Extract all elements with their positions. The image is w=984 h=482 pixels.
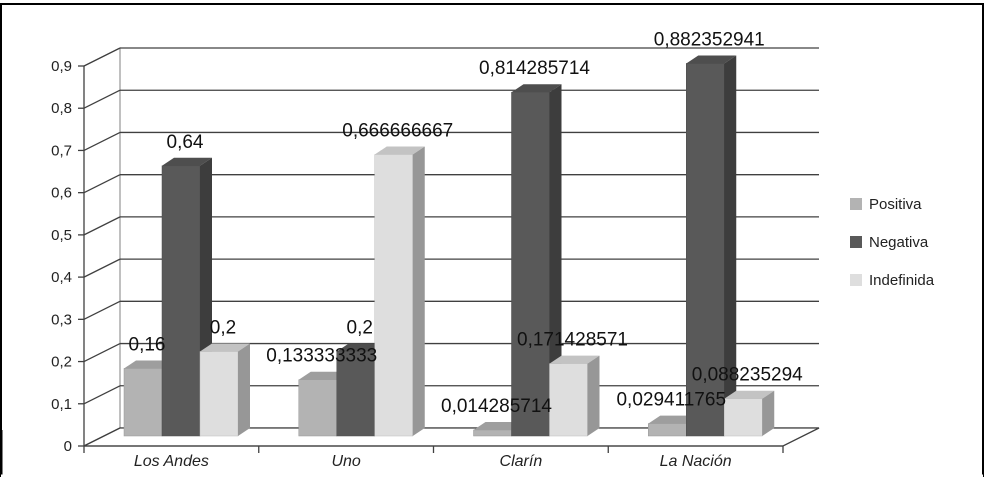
bar-indefinida-1 [374, 146, 425, 437]
legend-label: Negativa [869, 234, 929, 251]
y-tick-label: 0,8 [51, 100, 72, 117]
bar-top [648, 415, 699, 424]
gridline-side [83, 300, 121, 320]
bar-side [587, 355, 600, 436]
bar-top [374, 146, 425, 155]
bar-front [336, 351, 375, 437]
bar-front [199, 351, 239, 437]
y-tick-label: 0,2 [51, 354, 72, 371]
bar-negativa-3 [686, 55, 737, 437]
side-wall [83, 47, 121, 447]
bar-front [161, 165, 201, 437]
y-tick-label: 0,4 [51, 269, 72, 286]
y-tick-label: 0,6 [51, 185, 72, 202]
y-tick-label: 0,5 [51, 227, 72, 244]
x-tick-label: Los Andes [134, 453, 209, 470]
legend-item-negativa[interactable]: Negativa [850, 234, 929, 251]
bar-side [762, 390, 775, 436]
x-tick-label: Uno [331, 453, 360, 470]
bar-side [549, 84, 562, 436]
bar-top [200, 343, 250, 352]
bar-indefinida-3 [724, 390, 775, 437]
legend-label: Indefinida [869, 272, 935, 289]
y-tick-label: 0 [64, 438, 72, 455]
x-axis: Los Andes Uno Clarín La Nación [83, 445, 784, 470]
legend-label: Positiva [869, 196, 922, 213]
legend-swatch [850, 274, 862, 286]
bar-top [686, 55, 737, 64]
bar-indefinida-0 [199, 343, 250, 437]
legend-swatch [850, 236, 862, 248]
y-axis: 0 0,1 0,2 0,3 0,4 0,5 0,6 0,7 0,8 0,9 [51, 58, 85, 455]
plot-walls [83, 47, 819, 447]
bar-negativa-2 [511, 84, 562, 437]
bar-side [724, 55, 737, 436]
legend-item-indefinida[interactable]: Indefinida [850, 272, 935, 289]
data-label: 0,64 [167, 132, 204, 153]
bar-front [374, 154, 413, 437]
bar-top [549, 355, 600, 364]
y-tick-label: 0,9 [51, 58, 72, 75]
gridline-side [83, 342, 121, 363]
legend-swatch [850, 198, 862, 210]
bar-front [473, 429, 512, 437]
gridline-side [83, 47, 121, 67]
bar-top [473, 421, 524, 430]
data-label: 0,133333333 [266, 346, 377, 367]
data-label: 0,014285714 [441, 396, 552, 417]
gridline-side [83, 174, 121, 194]
legend-item-positiva[interactable]: Positiva [850, 196, 922, 213]
bar-top [162, 157, 212, 166]
data-label: 0,2 [347, 318, 373, 339]
gridline-side [83, 131, 121, 152]
gridline-side [83, 216, 121, 236]
data-label: 0,2 [210, 318, 236, 339]
y-tick-label: 0,1 [51, 396, 72, 413]
legend[interactable]: Positiva Negativa Indefinida [850, 196, 935, 289]
bar-front [686, 63, 725, 437]
data-label: 0,882352941 [654, 29, 765, 50]
bar-side [412, 146, 425, 436]
y-tick-label: 0,3 [51, 311, 72, 328]
bar-front [123, 368, 163, 437]
bar-front [648, 423, 687, 437]
bar-top [124, 360, 174, 369]
bar-front [298, 379, 337, 437]
data-label: 0,088235294 [692, 365, 803, 386]
data-labels: 0,16 0,64 0,2 0,133333333 0,2 0,666666667 0,01… [129, 29, 804, 417]
gridline-side [83, 385, 121, 405]
data-label: 0,814285714 [479, 58, 590, 79]
gridline-side [83, 89, 121, 109]
bar-top [724, 390, 775, 399]
bar-front [724, 398, 763, 437]
bar-top [336, 343, 387, 352]
data-label: 0,171428571 [517, 330, 628, 351]
x-tick-label: Clarín [500, 453, 543, 470]
bar-indefinida-2 [549, 355, 600, 437]
bar-front [511, 91, 550, 437]
data-label: 0,029411765 [616, 390, 726, 411]
y-tick-label: 0,7 [51, 142, 72, 159]
bar-side [238, 343, 250, 436]
data-label: 0,666666667 [342, 121, 453, 142]
bars [123, 55, 775, 437]
bar-top [511, 84, 562, 93]
data-label: 0,16 [129, 334, 166, 355]
gridline-side [83, 258, 121, 278]
bar-front [549, 363, 588, 437]
back-wall [120, 48, 819, 428]
bar-top [298, 371, 349, 380]
x-tick-label: La Nación [660, 453, 732, 470]
